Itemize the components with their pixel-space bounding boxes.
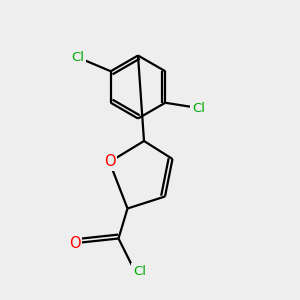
Text: O: O [104,154,115,169]
Text: Cl: Cl [71,51,84,64]
Text: Cl: Cl [192,102,205,115]
Text: O: O [69,236,81,250]
Text: Cl: Cl [133,265,146,278]
